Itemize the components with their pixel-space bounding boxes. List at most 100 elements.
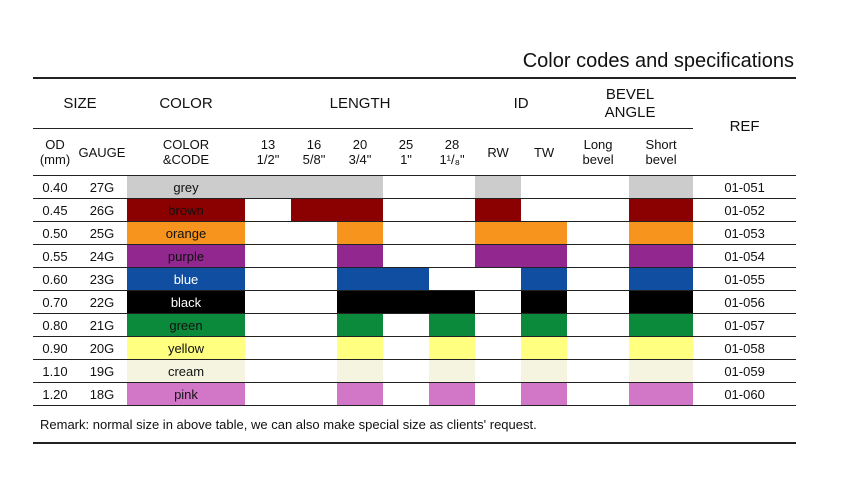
length-swatch [429, 198, 476, 222]
long-bevel-swatch [567, 359, 630, 383]
long-bevel-swatch [567, 175, 630, 199]
rw-swatch [475, 336, 522, 360]
spec-table-body: 0.40 27G grey 01-051 0.45 26G brown 01-052 0.50 2… [33, 175, 797, 406]
length-13-subheader: 13 1/2" [245, 129, 291, 176]
od-cell: 0.45 [33, 198, 77, 222]
length-mm: 16 [306, 137, 322, 152]
long-bevel-swatch [567, 244, 630, 268]
od-cell: 1.20 [33, 382, 77, 406]
long-bevel-swatch [567, 336, 630, 360]
rw-swatch [475, 290, 522, 314]
length-swatch [245, 382, 291, 406]
color-code-cell: grey [127, 175, 245, 199]
color-code-subheader: COLOR &CODE [127, 129, 245, 176]
long-bevel-swatch [567, 382, 630, 406]
gauge-cell: 20G [77, 336, 127, 360]
length-20-subheader: 20 3/4" [337, 129, 383, 176]
length-swatch [429, 359, 476, 383]
length-inch: 5/8" [302, 152, 326, 167]
short-bevel-swatch [629, 175, 694, 199]
ref-cell: 01-058 [693, 336, 797, 360]
rw-swatch [475, 221, 522, 245]
short-bevel-swatch [629, 198, 694, 222]
long-bevel-swatch [567, 198, 630, 222]
tw-swatch [521, 382, 568, 406]
table-row: 0.50 25G orange 01-053 [33, 221, 797, 245]
length-swatch [291, 382, 337, 406]
length-swatch [383, 175, 429, 199]
short-bevel-swatch [629, 221, 694, 245]
table-row: 1.10 19G cream 01-059 [33, 359, 797, 383]
od-cell: 0.55 [33, 244, 77, 268]
subheader-row: OD (mm) GAUGE COLOR &CODE 13 1/2" 16 5/8… [33, 129, 796, 176]
color-code-cell: black [127, 290, 245, 314]
gauge-subheader: GAUGE [78, 144, 126, 160]
length-swatch [429, 336, 476, 360]
long-label: Long [583, 137, 613, 152]
top-rule [33, 77, 796, 79]
length-swatch [429, 244, 476, 268]
length-swatch [337, 359, 383, 383]
ref-cell: 01-056 [693, 290, 797, 314]
table-row: 1.20 18G pink 01-060 [33, 382, 797, 406]
length-swatch [291, 244, 337, 268]
length-swatch [291, 198, 337, 222]
rw-swatch [475, 198, 522, 222]
gauge-cell: 26G [77, 198, 127, 222]
short-bevel-subheader: Short bevel [629, 129, 693, 176]
rw-swatch [475, 267, 522, 291]
table-row: 0.90 20G yellow 01-058 [33, 336, 797, 360]
length-swatch [245, 175, 291, 199]
long-bevel-swatch [567, 267, 630, 291]
length-swatch [383, 359, 429, 383]
remark-note: Remark: normal size in above table, we c… [40, 417, 537, 432]
length-swatch [383, 221, 429, 245]
length-swatch [337, 221, 383, 245]
length-swatch [291, 221, 337, 245]
od-cell: 1.10 [33, 359, 77, 383]
bevel-line1: BEVEL [605, 85, 655, 103]
od-cell: 0.70 [33, 290, 77, 314]
ref-cell: 01-054 [693, 244, 797, 268]
length-swatch [291, 336, 337, 360]
gauge-cell: 24G [77, 244, 127, 268]
long-bevel-swatch [567, 221, 630, 245]
bottom-rule [33, 442, 796, 444]
length-swatch [245, 244, 291, 268]
color-code-cell: blue [127, 267, 245, 291]
tw-swatch [521, 359, 568, 383]
length-mm: 13 [260, 137, 276, 152]
color-code-cell: yellow [127, 336, 245, 360]
od-cell: 0.60 [33, 267, 77, 291]
length-swatch [383, 290, 429, 314]
tw-subheader: TW [533, 144, 555, 160]
length-16-subheader: 16 5/8" [291, 129, 337, 176]
short-bevel-swatch [629, 313, 694, 337]
color-code-cell: orange [127, 221, 245, 245]
color-code-cell: green [127, 313, 245, 337]
length-swatch [337, 382, 383, 406]
size-header: SIZE [33, 79, 127, 129]
length-swatch [337, 175, 383, 199]
ref-cell: 01-052 [693, 198, 797, 222]
length-swatch [245, 336, 291, 360]
tw-swatch [521, 336, 568, 360]
length-swatch [337, 267, 383, 291]
length-swatch [291, 267, 337, 291]
length-swatch [337, 313, 383, 337]
length-inch: 1¹/₈" [439, 152, 465, 167]
length-inch: 1" [400, 152, 412, 167]
table-row: 0.60 23G blue 01-055 [33, 267, 797, 291]
bevel-label: bevel [582, 152, 614, 167]
gauge-cell: 18G [77, 382, 127, 406]
length-swatch [337, 244, 383, 268]
length-swatch [383, 244, 429, 268]
color-code-cell: brown [127, 198, 245, 222]
length-swatch [337, 290, 383, 314]
rw-swatch [475, 313, 522, 337]
short-bevel-swatch [629, 244, 694, 268]
length-swatch [429, 382, 476, 406]
length-inch: 1/2" [256, 152, 280, 167]
length-swatch [429, 313, 476, 337]
spec-table: SIZE COLOR LENGTH ID BEVEL ANGLE REF OD … [33, 79, 797, 406]
